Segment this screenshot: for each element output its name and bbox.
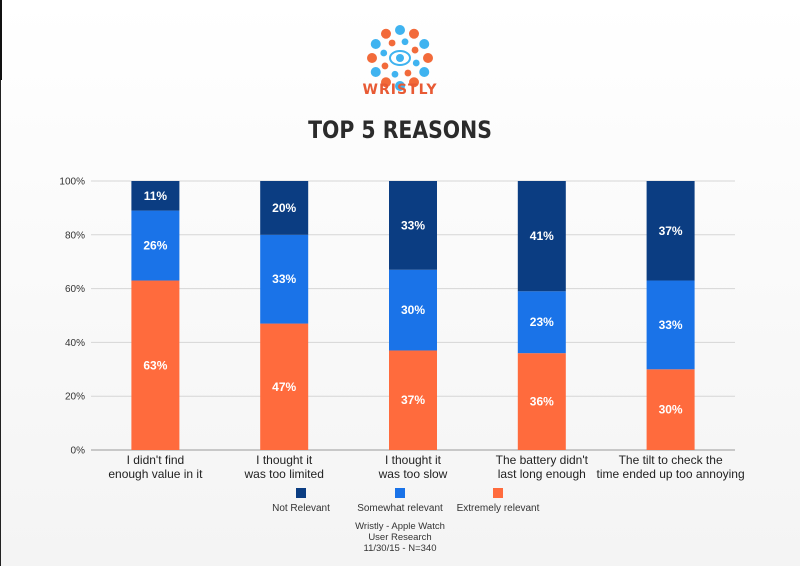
stacked-bar-chart: 0% 20% 40% 60% 80% 100% 63% 26% 11% 47% 33% 20% 37%… (59, 177, 744, 515)
data-label: 26% (143, 239, 167, 253)
data-label: 20% (272, 201, 296, 215)
legend-swatch (296, 488, 306, 498)
data-label: 30% (401, 303, 425, 317)
bar-segment (517, 353, 566, 450)
data-label: 11% (144, 189, 168, 203)
bar-segment (389, 181, 437, 270)
chart-title: TOP 5 REASONS (308, 116, 492, 144)
brand-name: WRISTLY (362, 82, 438, 98)
y-tick-label: 80% (65, 230, 85, 241)
legend: Not Relevant Somewhat relevant Extremely r… (272, 488, 540, 514)
bar-segment (517, 181, 566, 292)
bar-segment (260, 234, 309, 324)
legend-label: Somewhat relevant (357, 503, 443, 514)
data-label: 30% (659, 403, 683, 417)
legend-label: Not Relevant (272, 503, 330, 514)
bar-segment (517, 291, 566, 354)
footer-line: 11/30/15 - N=340 (363, 543, 437, 554)
bar-segment (389, 269, 437, 351)
x-tick-label: I thought it was too slow (378, 453, 448, 481)
legend-label: Extremely relevant (457, 503, 540, 514)
footer-note: Wristly - Apple Watch User Research 11/3… (300, 521, 500, 554)
y-tick-label: 0% (71, 446, 86, 457)
wristly-logo-icon (367, 25, 433, 91)
bars: 63% 26% 11% 47% 33% 20% 37% 30% 33% 36% 23% 41% 30% 3… (131, 181, 695, 450)
data-label: 47% (272, 380, 296, 394)
y-tick-label: 40% (65, 338, 85, 349)
corner-mark (0, 0, 2, 80)
bar-segment (131, 210, 180, 281)
legend-swatch (493, 488, 503, 498)
legend-swatch (395, 488, 405, 498)
bar-segment (131, 181, 180, 211)
data-label: 37% (401, 393, 425, 407)
bar-segment (389, 350, 437, 450)
x-axis-labels: I didn't find enough value in it I thought… (108, 453, 744, 481)
bar-segment (646, 181, 695, 281)
data-label: 23% (530, 315, 554, 329)
bar-segment (646, 280, 695, 370)
bar-segment (260, 323, 309, 450)
data-label: 33% (272, 272, 296, 286)
data-label: 36% (530, 395, 554, 409)
bar-segment (260, 181, 309, 235)
data-label: 33% (659, 318, 683, 332)
data-label: 37% (659, 224, 683, 238)
footer-line: User Research (368, 532, 432, 543)
x-tick-label: I didn't find enough value in it (108, 453, 203, 481)
footer-line: Wristly - Apple Watch (355, 521, 445, 532)
y-tick-label: 100% (59, 177, 85, 188)
x-tick-label: The tilt to check the time ended up too a… (597, 453, 745, 481)
y-tick-label: 60% (65, 284, 85, 295)
y-tick-label: 20% (65, 392, 85, 403)
bar-segment (646, 369, 695, 450)
data-label: 41% (530, 229, 554, 243)
x-tick-label: I thought it was too limited (244, 453, 324, 481)
x-tick-label: The battery didn't last long enough (496, 453, 589, 481)
bar-segment (131, 280, 180, 450)
data-label: 33% (401, 218, 425, 232)
y-axis: 0% 20% 40% 60% 80% 100% (59, 177, 85, 457)
data-label: 63% (143, 358, 167, 372)
